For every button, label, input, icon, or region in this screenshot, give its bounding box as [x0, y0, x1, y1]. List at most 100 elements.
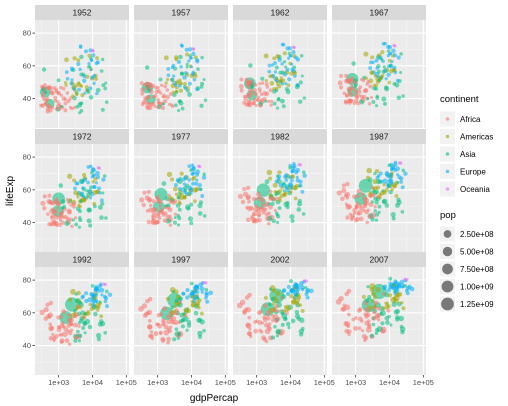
data-point [151, 101, 156, 106]
data-point [302, 96, 307, 100]
data-point [156, 105, 160, 110]
data-point [88, 302, 92, 307]
data-point [250, 91, 254, 95]
data-point [265, 85, 270, 89]
data-point [53, 220, 57, 224]
data-point [58, 215, 62, 220]
data-point [395, 309, 401, 314]
data-point [165, 95, 170, 100]
data-point [285, 321, 291, 327]
data-point [298, 163, 303, 167]
data-point [376, 75, 380, 79]
data-point [380, 328, 386, 334]
data-point [64, 70, 69, 75]
data-point [69, 217, 73, 221]
data-point [262, 315, 267, 320]
data-point [356, 211, 361, 216]
facet-panel: 1977 [134, 129, 228, 252]
data-point [200, 81, 205, 86]
data-point [382, 178, 388, 184]
data-point [386, 174, 390, 179]
data-point [251, 196, 257, 202]
data-point [46, 212, 50, 216]
data-point [272, 302, 276, 306]
data-point [245, 195, 250, 201]
data-point [386, 308, 391, 313]
data-point [53, 200, 58, 204]
data-point [97, 186, 102, 191]
data-point [380, 57, 384, 62]
data-point [281, 181, 286, 186]
data-point [191, 51, 196, 57]
data-point [365, 175, 371, 180]
data-point [272, 306, 277, 311]
data-point [280, 62, 284, 66]
data-point [363, 51, 369, 57]
data-point [55, 223, 59, 228]
data-point [172, 337, 177, 342]
y-tick-label: 40 [23, 218, 31, 227]
data-point [151, 210, 157, 216]
data-point [95, 287, 99, 291]
data-point [189, 191, 193, 195]
data-point [186, 307, 190, 311]
data-point [180, 106, 185, 111]
data-point [385, 320, 390, 325]
data-point [339, 73, 344, 78]
data-point [86, 65, 91, 69]
data-point [166, 313, 172, 320]
data-point [160, 105, 166, 111]
data-point [76, 304, 80, 308]
data-point [53, 95, 58, 101]
data-point [374, 189, 379, 195]
data-point [253, 98, 257, 102]
data-point [294, 309, 300, 315]
data-point [60, 199, 66, 204]
data-point [174, 57, 179, 62]
data-point [44, 90, 48, 94]
data-point [183, 195, 187, 199]
data-point [45, 107, 50, 112]
data-point [288, 165, 293, 170]
data-point [197, 317, 203, 323]
data-point [140, 87, 145, 93]
data-point [407, 284, 412, 289]
data-point [260, 321, 265, 325]
data-point [371, 100, 376, 104]
facet-strip-label: 1967 [370, 8, 389, 18]
data-point [187, 59, 191, 63]
data-point [173, 304, 177, 309]
data-point [186, 206, 191, 211]
data-point [374, 58, 379, 63]
data-point [178, 300, 182, 304]
data-point [89, 170, 94, 175]
data-point [267, 69, 272, 74]
data-point [151, 214, 155, 218]
data-point [360, 192, 365, 197]
data-point [400, 330, 405, 335]
data-point [244, 94, 248, 99]
data-point [359, 99, 365, 105]
data-point [281, 312, 285, 316]
data-point [81, 186, 85, 190]
data-point [76, 58, 81, 63]
data-point [279, 79, 283, 83]
data-point [63, 97, 67, 101]
x-tick-label: 1e+05 [413, 378, 434, 387]
data-point [188, 47, 193, 52]
data-point [355, 201, 360, 206]
data-point [393, 44, 397, 48]
data-point [178, 189, 182, 193]
data-point [64, 57, 69, 63]
data-point [189, 221, 194, 226]
data-point [394, 293, 399, 298]
data-point [262, 303, 268, 309]
data-point [89, 164, 93, 169]
data-point [275, 309, 280, 314]
data-point [59, 86, 63, 90]
data-point [309, 288, 314, 294]
data-point [268, 193, 273, 197]
data-point [179, 192, 184, 197]
data-point [270, 335, 276, 340]
